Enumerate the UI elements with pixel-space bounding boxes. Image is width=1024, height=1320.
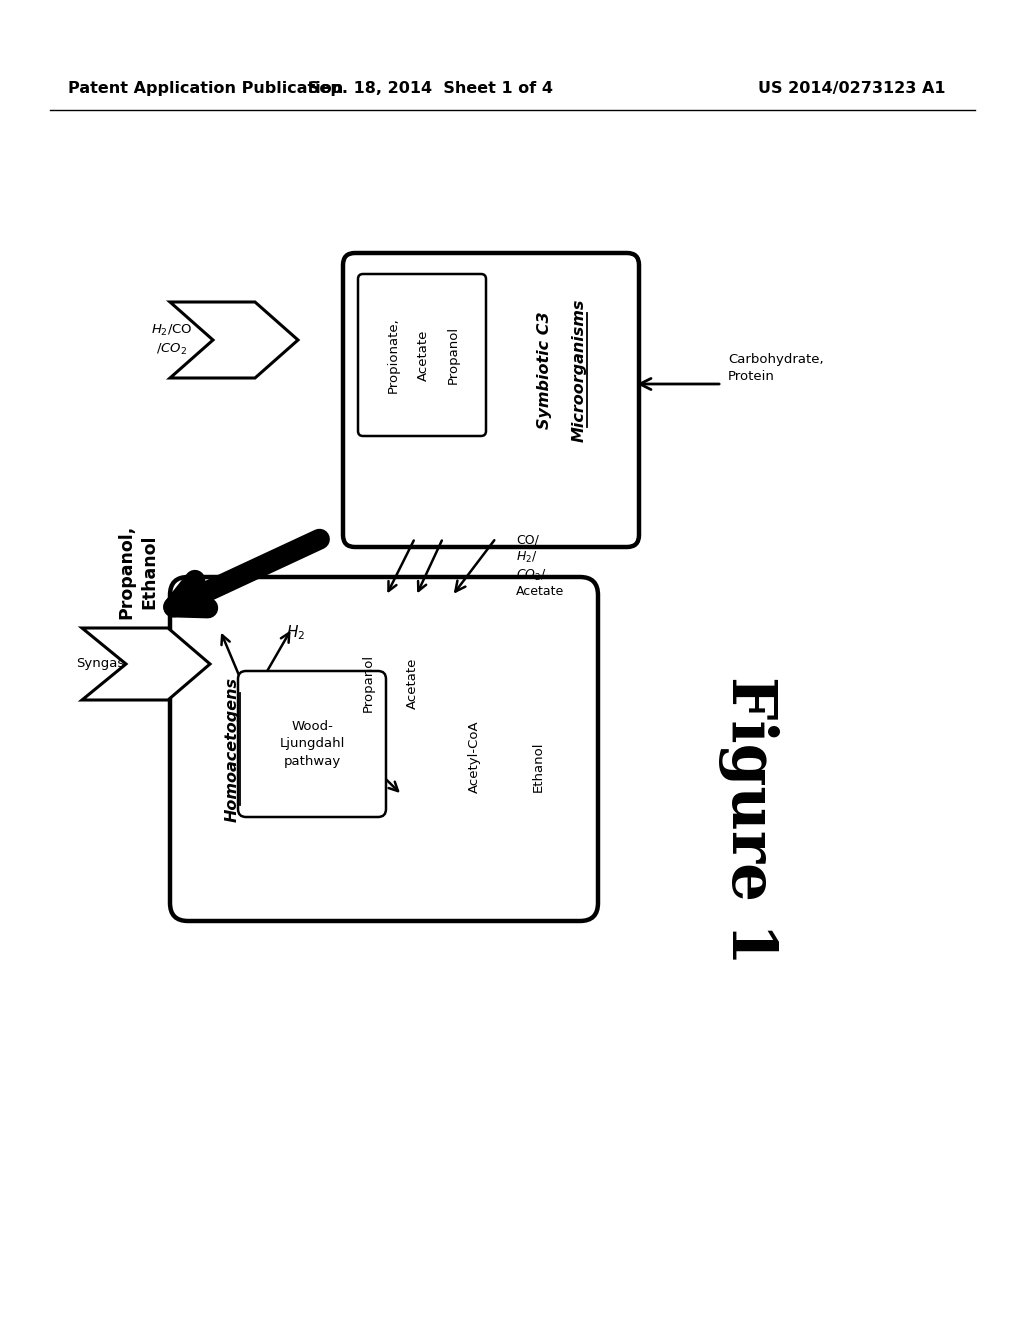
Text: US 2014/0273123 A1: US 2014/0273123 A1 [758, 81, 945, 95]
Text: Wood-
Ljungdahl
pathway: Wood- Ljungdahl pathway [280, 719, 345, 768]
FancyBboxPatch shape [343, 253, 639, 546]
Text: Sep. 18, 2014  Sheet 1 of 4: Sep. 18, 2014 Sheet 1 of 4 [307, 81, 553, 95]
Text: Patent Application Publication: Patent Application Publication [68, 81, 343, 95]
FancyBboxPatch shape [170, 577, 598, 921]
Text: Acetyl-CoA: Acetyl-CoA [468, 721, 480, 793]
Polygon shape [170, 302, 298, 378]
Text: Symbiotic C3: Symbiotic C3 [538, 312, 553, 429]
Text: Carbohydrate,
Protein: Carbohydrate, Protein [728, 354, 823, 383]
Text: Figure 1: Figure 1 [718, 676, 778, 965]
FancyBboxPatch shape [238, 671, 386, 817]
Text: Propanol: Propanol [446, 326, 460, 384]
Text: Propanol: Propanol [361, 653, 375, 711]
Polygon shape [82, 628, 210, 700]
Text: Acetate: Acetate [417, 329, 429, 380]
Text: $H_2$/CO
/$CO_2$: $H_2$/CO /$CO_2$ [152, 323, 193, 356]
Text: Microorganisms: Microorganisms [571, 298, 587, 442]
Text: CO/
$H_2$/
$CO_{2}$/
Acetate: CO/ $H_2$/ $CO_{2}$/ Acetate [516, 533, 564, 598]
Text: Acetate: Acetate [406, 657, 419, 709]
FancyBboxPatch shape [358, 275, 486, 436]
Text: Propionate,: Propionate, [386, 317, 399, 393]
Text: Ethanol: Ethanol [531, 742, 545, 792]
Text: Homoacetogens: Homoacetogens [224, 676, 240, 821]
Text: Syngas: Syngas [76, 657, 124, 671]
Text: Propanol,
Ethanol: Propanol, Ethanol [117, 525, 159, 619]
Text: $H_2$: $H_2$ [287, 623, 305, 643]
